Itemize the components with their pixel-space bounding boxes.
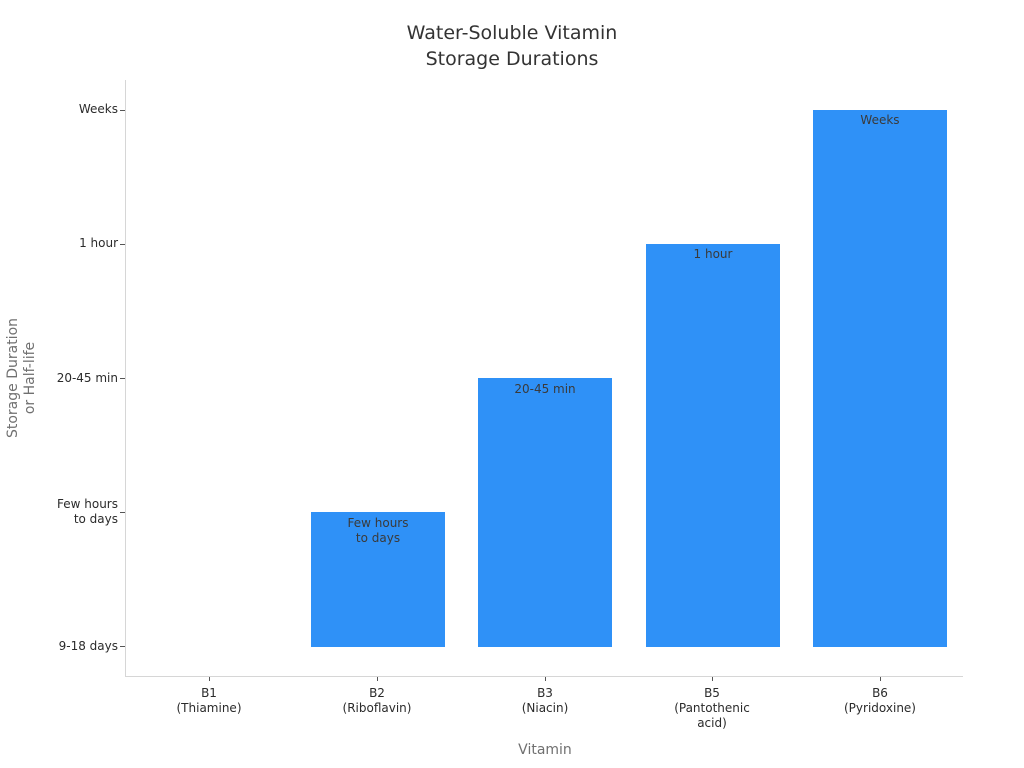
y-tick-20-45-min: 20-45 min: [20, 371, 118, 386]
x-tick-mark: [712, 677, 713, 681]
x-tick-label: (Pyridoxine): [844, 701, 916, 715]
x-tick-mark: [880, 677, 881, 681]
y-tick-mark: [120, 512, 125, 513]
x-tick-b2: B2 (Riboflavin): [307, 686, 447, 716]
chart-title-line-2: Storage Durations: [425, 48, 599, 70]
x-tick-label: B5: [704, 686, 720, 700]
x-axis-label: Vitamin: [518, 742, 572, 758]
x-tick-label: (Thiamine): [176, 701, 242, 715]
y-tick-weeks: Weeks: [20, 102, 118, 117]
y-tick-few-hours-to-days: Few hours to days: [20, 497, 118, 527]
bar-label-b3: 20-45 min: [478, 382, 612, 397]
y-axis-line: [125, 80, 126, 676]
x-tick-label: acid): [697, 716, 727, 730]
bar-label-line: Few hours: [347, 516, 409, 530]
x-tick-label: B1: [201, 686, 217, 700]
bar-label-line: Weeks: [860, 113, 900, 127]
x-tick-label: B6: [872, 686, 888, 700]
x-tick-b3: B3 (Niacin): [475, 686, 615, 716]
bar-label-line: 20-45 min: [514, 382, 576, 396]
bar-b5: [646, 244, 780, 647]
x-tick-b1: B1 (Thiamine): [139, 686, 279, 716]
x-tick-b5: B5 (Pantothenic acid): [642, 686, 782, 731]
bar-label-line: to days: [355, 531, 401, 545]
y-tick-label: 20-45 min: [56, 371, 118, 385]
chart-title-line-1: Water-Soluble Vitamin: [406, 22, 618, 44]
bar-label-b2: Few hours to days: [311, 516, 445, 546]
y-tick-label: 9-18 days: [58, 639, 118, 653]
y-tick-label: Weeks: [78, 102, 118, 116]
bar-label-line: 1 hour: [693, 247, 733, 261]
x-tick-label: (Pantothenic: [674, 701, 750, 715]
x-tick-mark: [545, 677, 546, 681]
bar-label-b6: Weeks: [813, 113, 947, 128]
x-tick-mark: [377, 677, 378, 681]
bar-b3: [478, 378, 612, 647]
bar-b2: [311, 512, 445, 647]
x-tick-label: (Riboflavin): [342, 701, 412, 715]
y-tick-label: to days: [73, 512, 118, 526]
bar-b6: [813, 110, 947, 647]
y-tick-mark: [120, 378, 125, 379]
x-axis-line: [125, 676, 963, 677]
y-tick-mark: [120, 646, 125, 647]
x-tick-b6: B6 (Pyridoxine): [810, 686, 950, 716]
x-tick-mark: [209, 677, 210, 681]
y-tick-label: Few hours: [57, 497, 118, 511]
chart-title: Water-Soluble Vitamin Storage Durations: [312, 20, 712, 72]
y-tick-mark: [120, 244, 125, 245]
bar-label-b5: 1 hour: [646, 247, 780, 262]
x-tick-label: (Niacin): [521, 701, 569, 715]
y-tick-mark: [120, 110, 125, 111]
x-tick-label: B2: [369, 686, 385, 700]
y-tick-label: 1 hour: [79, 236, 118, 250]
y-tick-9-18-days: 9-18 days: [20, 639, 118, 654]
x-tick-label: B3: [537, 686, 553, 700]
y-tick-1-hour: 1 hour: [20, 236, 118, 251]
